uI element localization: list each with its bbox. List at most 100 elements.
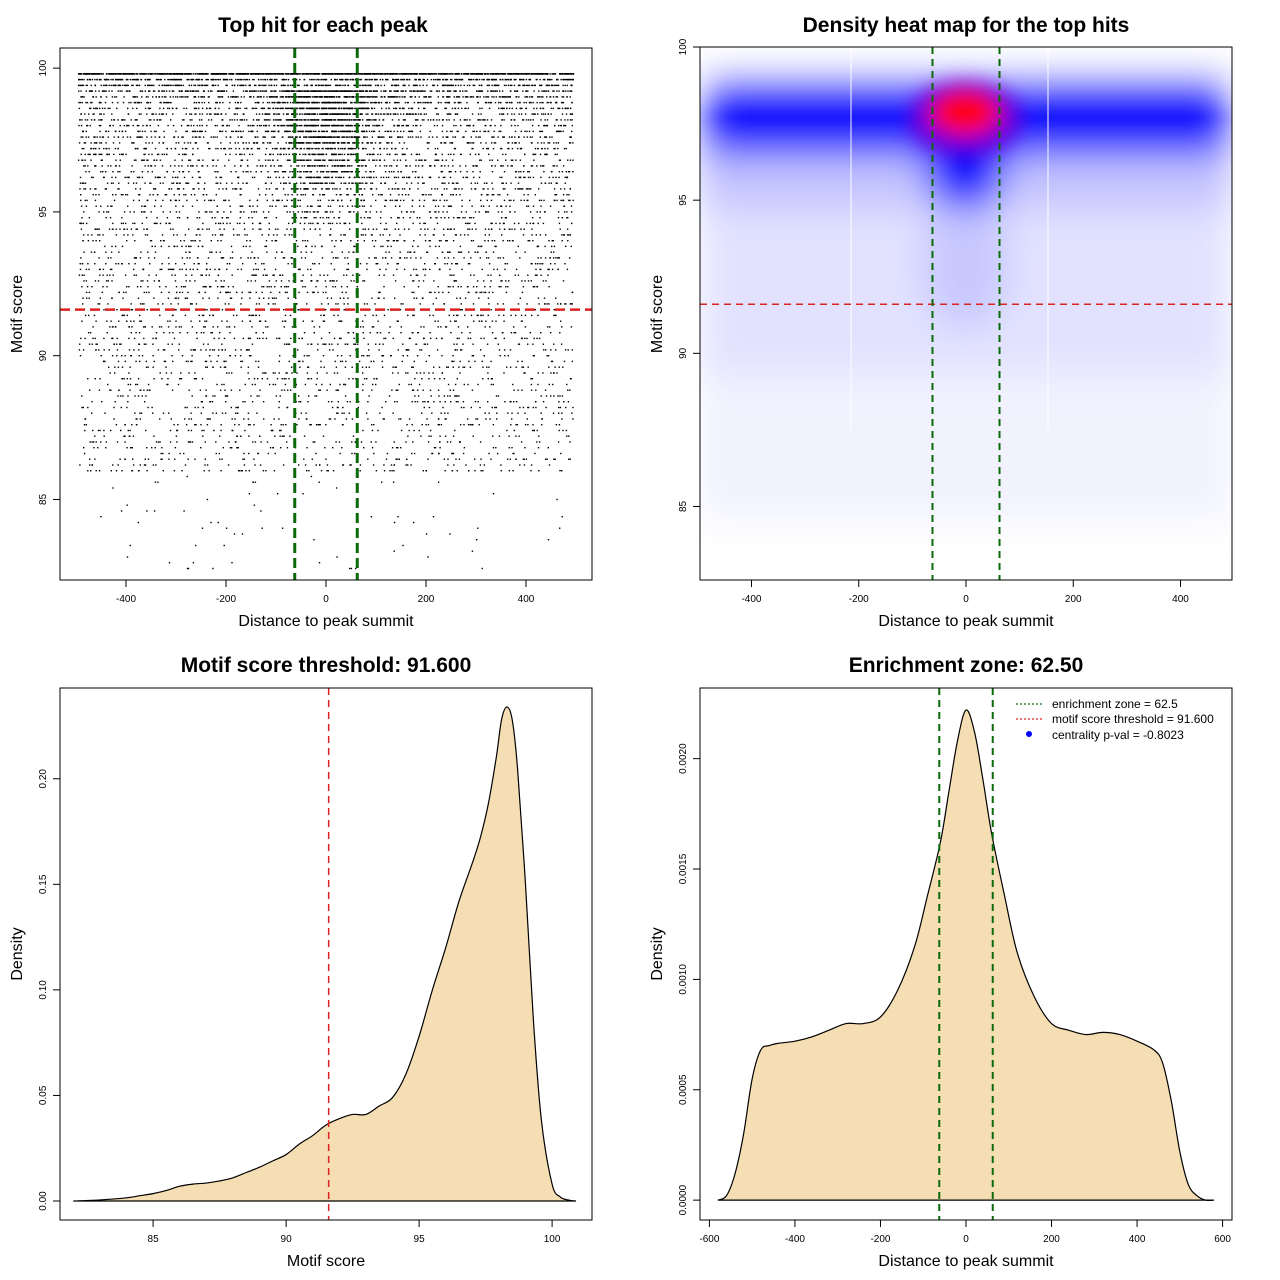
scatter-point xyxy=(343,234,345,236)
scatter-point xyxy=(544,389,547,391)
scatter-point xyxy=(302,90,304,92)
scatter-point xyxy=(315,424,318,426)
scatter-point xyxy=(184,286,186,288)
scatter-point xyxy=(359,113,361,115)
scatter-point xyxy=(471,355,473,357)
scatter-point xyxy=(520,228,522,230)
scatter-point xyxy=(258,395,260,397)
scatter-point xyxy=(159,222,162,225)
scatter-point xyxy=(126,176,128,179)
scatter-point xyxy=(239,222,241,225)
scatter-point xyxy=(362,119,364,121)
scatter-point xyxy=(203,332,205,334)
scatter-point xyxy=(420,435,422,437)
scatter-point xyxy=(205,194,208,196)
scatter-point xyxy=(138,73,140,75)
scatter-point xyxy=(433,124,436,127)
scatter-point xyxy=(147,73,150,75)
scatter-point xyxy=(515,142,517,144)
scatter-point xyxy=(339,188,341,190)
scatter-point xyxy=(151,245,153,248)
scatter-point xyxy=(255,171,257,173)
scatter-point xyxy=(145,360,147,363)
scatter-point xyxy=(258,124,261,127)
scatter-point xyxy=(452,435,455,437)
scatter-point xyxy=(394,297,396,299)
scatter-point xyxy=(472,96,475,98)
scatter-point xyxy=(200,424,202,426)
scatter-point xyxy=(470,73,472,75)
scatter-point xyxy=(517,274,520,276)
scatter-point xyxy=(328,84,330,87)
scatter-point xyxy=(170,188,173,190)
scatter-point xyxy=(434,159,436,161)
scatter-point xyxy=(247,412,250,414)
scatter-point xyxy=(326,389,328,391)
scatter-point xyxy=(564,303,566,305)
scatter-point xyxy=(353,176,356,179)
scatter-point xyxy=(499,228,501,230)
scatter-point xyxy=(340,240,342,242)
scatter-point xyxy=(440,240,442,242)
scatter-point xyxy=(134,222,136,225)
scatter-point xyxy=(368,153,371,156)
scatter-point xyxy=(293,90,295,92)
scatter-point xyxy=(187,567,190,570)
scatter-point xyxy=(492,383,494,386)
scatter-point xyxy=(426,251,429,253)
scatter-point xyxy=(485,291,487,294)
scatter-point xyxy=(326,211,328,213)
scatter-point xyxy=(371,130,373,133)
scatter-point xyxy=(555,130,558,133)
scatter-point xyxy=(549,101,551,104)
scatter-point xyxy=(118,389,120,391)
scatter-point xyxy=(570,205,573,207)
scatter-point xyxy=(170,101,172,104)
scatter-point xyxy=(530,119,532,121)
scatter-point xyxy=(111,355,114,357)
scatter-point xyxy=(297,119,299,121)
scatter-point xyxy=(235,107,237,110)
scatter-point xyxy=(532,84,534,87)
scatter-point xyxy=(447,286,449,288)
scatter-point xyxy=(219,389,222,391)
scatter-point xyxy=(529,136,531,138)
scatter-point xyxy=(194,458,196,460)
scatter-point xyxy=(343,119,346,121)
scatter-point xyxy=(423,343,425,345)
scatter-point xyxy=(322,142,324,144)
scatter-point xyxy=(456,263,458,265)
scatter-point xyxy=(459,165,461,167)
scatter-point xyxy=(81,159,83,161)
scatter-point xyxy=(275,217,278,219)
scatter-point xyxy=(137,101,139,104)
scatter-point xyxy=(359,263,362,265)
scatter-point xyxy=(495,395,498,397)
scatter-point xyxy=(170,372,173,374)
scatter-point xyxy=(198,188,200,190)
scatter-point xyxy=(88,268,90,271)
scatter-point xyxy=(108,366,110,368)
scatter-point xyxy=(390,217,392,219)
scatter-point xyxy=(248,378,250,380)
scatter-point xyxy=(288,343,291,345)
scatter-point xyxy=(350,188,352,190)
scatter-point xyxy=(481,90,483,92)
scatter-point xyxy=(161,263,163,265)
scatter-point xyxy=(395,240,398,242)
scatter-point xyxy=(112,487,114,489)
scatter-point xyxy=(397,372,399,374)
scatter-point xyxy=(358,274,361,276)
scatter-point xyxy=(240,366,242,368)
scatter-point xyxy=(95,343,97,345)
scatter-point xyxy=(537,372,539,374)
scatter-point xyxy=(529,96,531,98)
scatter-point xyxy=(325,343,327,345)
scatter-point xyxy=(115,470,118,472)
scatter-point xyxy=(349,355,351,357)
scatter-point xyxy=(152,113,155,115)
scatter-point xyxy=(217,182,219,184)
scatter-point xyxy=(126,194,129,196)
scatter-point xyxy=(339,383,341,386)
scatter-point xyxy=(434,107,436,110)
